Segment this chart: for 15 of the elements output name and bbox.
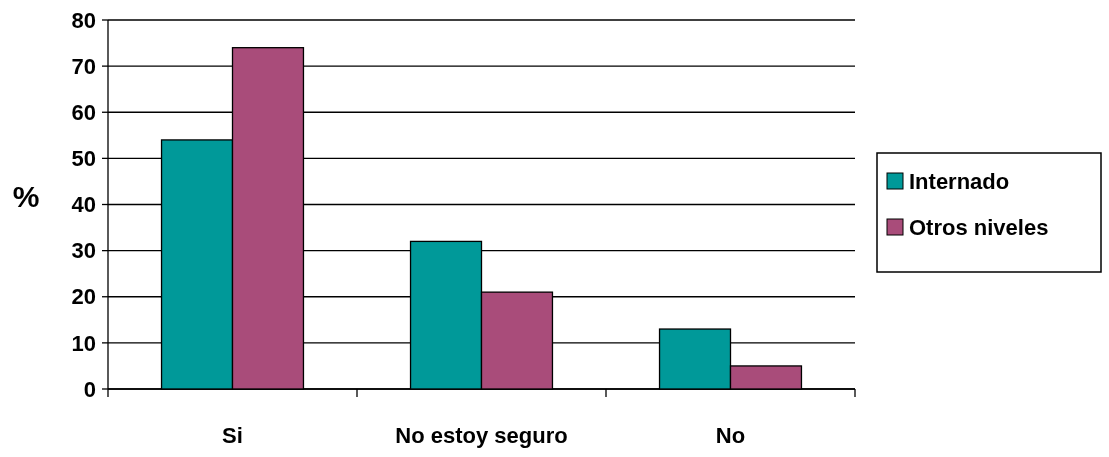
y-tick-label: 60 — [71, 99, 96, 125]
y-tick-label: 40 — [71, 192, 96, 218]
x-tick-label: No — [715, 423, 746, 448]
y-tick-label: 10 — [71, 330, 96, 356]
y-tick-label: 80 — [71, 7, 96, 33]
y-tick-label: 0 — [83, 376, 96, 402]
legend-label: Internado — [909, 168, 1010, 194]
y-tick-label: 20 — [71, 284, 96, 310]
x-tick-label: No estoy seguro — [395, 423, 568, 448]
y-tick-label: 30 — [71, 238, 96, 264]
y-tick-label: 70 — [71, 53, 96, 79]
legend-label: Otros niveles — [909, 214, 1049, 240]
y-tick-label: 50 — [71, 146, 96, 172]
y-axis-title: % — [12, 180, 40, 213]
x-tick-label: Si — [222, 423, 243, 448]
